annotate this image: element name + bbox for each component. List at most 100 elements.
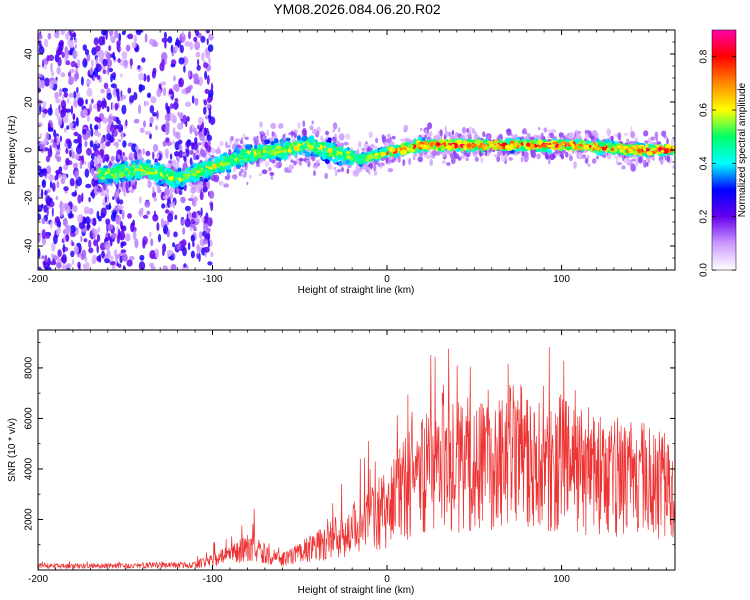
heatmap-cell: [107, 115, 113, 126]
spectrogram-cells: [38, 30, 675, 270]
heatmap-cell: [53, 129, 57, 138]
heatmap-cell: [117, 58, 121, 63]
heatmap-cell: [65, 157, 70, 166]
heatmap-cell: [128, 187, 132, 192]
heatmap-cell: [368, 166, 371, 172]
heatmap-cell: [39, 43, 43, 49]
heatmap-cell: [69, 231, 77, 237]
heatmap-cell: [42, 108, 49, 114]
heatmap-cell: [400, 149, 407, 155]
heatmap-cell: [141, 57, 146, 63]
heatmap-cell: [118, 32, 122, 43]
heatmap-cell: [523, 139, 527, 146]
heatmap-cell: [51, 70, 54, 77]
heatmap-cell: [41, 255, 45, 260]
heatmap-cell: [120, 220, 123, 230]
heatmap-cell: [103, 98, 106, 108]
heatmap-cell: [479, 149, 482, 158]
heatmap-cell: [622, 155, 625, 162]
heatmap-cell: [235, 164, 242, 169]
heatmap-cell: [244, 144, 252, 150]
heatmap-cell: [121, 95, 127, 100]
heatmap-cell: [623, 132, 628, 136]
heatmap-cell: [163, 220, 170, 226]
heatmap-cell: [202, 160, 208, 167]
heatmap-cell: [103, 82, 109, 90]
heatmap-cell: [96, 255, 101, 262]
heatmap-cell: [117, 123, 124, 133]
heatmap-cell: [493, 154, 498, 158]
heatmap-cell: [70, 39, 74, 49]
heatmap-cell: [109, 124, 116, 133]
heatmap-cell: [210, 202, 214, 212]
heatmap-cell: [43, 38, 49, 48]
heatmap-cell: [149, 249, 156, 260]
heatmap-cell: [275, 145, 282, 150]
heatmap-cell: [167, 213, 174, 223]
heatmap-cell: [391, 148, 396, 152]
heatmap-cell: [84, 140, 88, 148]
heatmap-cell: [142, 214, 149, 219]
heatmap-cell: [501, 142, 507, 146]
heatmap-cell: [201, 217, 205, 222]
heatmap-cell: [320, 154, 324, 157]
heatmap-cell: [178, 189, 183, 196]
heatmap-cell: [479, 147, 483, 151]
heatmap-cell: [57, 56, 62, 67]
heatmap-cell: [196, 212, 199, 218]
heatmap-cell: [105, 204, 112, 210]
heatmap-cell: [135, 159, 139, 164]
heatmap-cell: [43, 137, 48, 146]
heatmap-cell: [169, 203, 175, 207]
heatmap-cell: [202, 239, 209, 245]
heatmap-cell: [479, 142, 483, 146]
heatmap-cell: [332, 128, 336, 133]
heatmap-cell: [100, 65, 106, 71]
heatmap-cell: [68, 71, 72, 78]
heatmap-cell: [389, 149, 393, 152]
heatmap-cell: [187, 166, 191, 172]
heatmap-cell: [149, 116, 154, 124]
heatmap-cell: [215, 149, 219, 154]
heatmap-cell: [207, 261, 213, 266]
heatmap-cell: [74, 72, 80, 80]
heatmap-cell: [241, 173, 247, 178]
heatmap-cell: [138, 83, 143, 93]
heatmap-cell: [143, 120, 146, 128]
heatmap-cell: [324, 172, 328, 179]
heatmap-cell: [618, 148, 624, 153]
heatmap-cell: [249, 161, 253, 165]
heatmap-cell: [102, 117, 108, 124]
heatmap-cell: [165, 137, 170, 143]
heatmap-cell: [56, 49, 61, 56]
heatmap-cell: [391, 135, 396, 140]
heatmap-cell: [144, 33, 148, 43]
heatmap-cell: [200, 35, 206, 43]
heatmap-cell: [107, 223, 111, 232]
heatmap-cell: [199, 176, 204, 182]
heatmap-cell: [157, 185, 161, 191]
heatmap-cell: [138, 261, 146, 270]
heatmap-cell: [136, 30, 143, 33]
heatmap-cell: [165, 102, 169, 111]
heatmap-cell: [174, 98, 179, 102]
heatmap-cell: [637, 148, 642, 154]
heatmap-cell: [210, 148, 216, 154]
heatmap-cell: [132, 230, 137, 241]
heatmap-cell: [255, 154, 260, 158]
heatmap-cell: [120, 131, 124, 140]
heatmap-cell: [97, 162, 102, 168]
heatmap-cell: [102, 58, 108, 67]
heatmap-cell: [236, 154, 240, 158]
heatmap-cell: [666, 155, 670, 163]
heatmap-cell: [49, 180, 53, 189]
heatmap-cell: [244, 136, 249, 140]
heatmap-cell: [197, 58, 200, 66]
heatmap-cell: [112, 167, 118, 174]
heatmap-cell: [480, 156, 484, 164]
heatmap-cell: [169, 193, 174, 200]
heatmap-cell: [538, 145, 542, 149]
heatmap-cell: [64, 202, 69, 211]
heatmap-cell: [51, 241, 56, 252]
heatmap-cell: [96, 74, 101, 80]
